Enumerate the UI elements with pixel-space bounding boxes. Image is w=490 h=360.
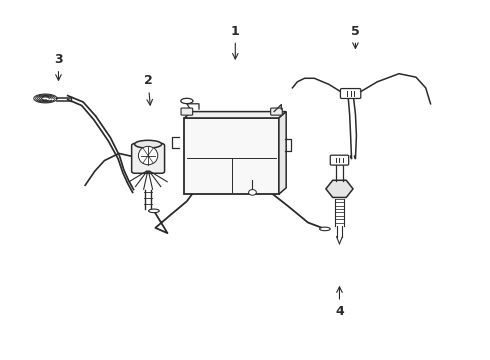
Ellipse shape bbox=[148, 209, 159, 213]
Text: 2: 2 bbox=[144, 74, 152, 105]
FancyBboxPatch shape bbox=[270, 108, 282, 115]
Text: 1: 1 bbox=[231, 24, 240, 59]
Text: 5: 5 bbox=[351, 24, 360, 48]
Polygon shape bbox=[279, 112, 286, 194]
Text: 3: 3 bbox=[54, 53, 63, 80]
Bar bbox=[184, 118, 279, 194]
Polygon shape bbox=[184, 112, 286, 118]
FancyBboxPatch shape bbox=[341, 89, 361, 99]
FancyBboxPatch shape bbox=[132, 144, 165, 173]
Ellipse shape bbox=[138, 146, 158, 165]
Ellipse shape bbox=[135, 140, 162, 148]
Circle shape bbox=[248, 190, 256, 195]
Ellipse shape bbox=[319, 227, 330, 231]
Text: 4: 4 bbox=[335, 287, 344, 318]
FancyBboxPatch shape bbox=[330, 155, 349, 165]
FancyBboxPatch shape bbox=[181, 108, 193, 115]
